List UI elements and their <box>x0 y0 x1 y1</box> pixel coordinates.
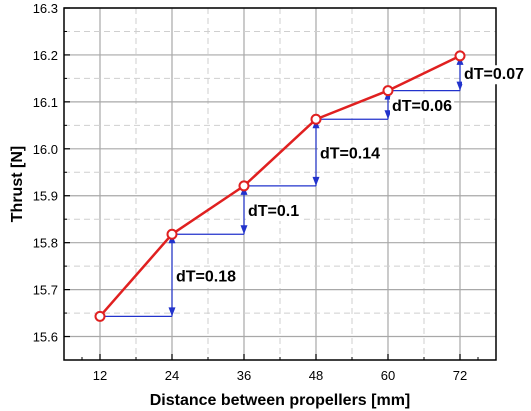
series <box>94 50 466 322</box>
arrowhead-down <box>240 225 248 235</box>
y-tick-label: 15.6 <box>33 330 58 345</box>
y-tick-label: 15.9 <box>33 189 58 204</box>
x-tick-label: 48 <box>309 368 323 383</box>
x-tick-label: 60 <box>381 368 395 383</box>
y-axis-title: Thrust [N] <box>9 146 26 222</box>
annotation-label: dT=0.14 <box>320 146 380 163</box>
data-point <box>310 113 322 125</box>
axis-ticks: 12 24 36 48 60 72 15.6 15.7 15.8 15.9 16.0 16.1 16.2… <box>33 1 479 383</box>
y-tick-label: 16.1 <box>33 95 58 110</box>
data-point <box>94 310 106 322</box>
data-point <box>454 50 466 62</box>
annotation-label-bg <box>174 267 239 287</box>
y-tick-label: 16.0 <box>33 142 58 157</box>
annotation-label: dT=0.07 <box>464 66 524 83</box>
data-point <box>166 228 178 240</box>
y-tick-label: 15.7 <box>33 283 58 298</box>
arrowhead-down <box>168 307 176 317</box>
annotation-label: dT=0.18 <box>176 268 236 285</box>
arrowhead-down <box>384 110 392 120</box>
annotations <box>100 55 464 317</box>
y-tick-label: 16.2 <box>33 48 58 63</box>
x-tick-label: 36 <box>237 368 251 383</box>
annotation-label-bg <box>318 144 383 164</box>
x-tick-label: 72 <box>453 368 467 383</box>
grid <box>64 7 496 361</box>
annotation-label-bg <box>462 65 527 85</box>
y-tick-label: 15.8 <box>33 236 58 251</box>
arrowhead-down <box>312 176 320 186</box>
annotation-label-bg <box>246 202 302 222</box>
x-axis-title: Distance between propellers [mm] <box>150 392 411 409</box>
annotation-labels: dT=0.18 dT=0.1 dT=0.14 dT=0.06 dT=0.07 <box>174 65 527 287</box>
annotation-label: dT=0.06 <box>392 98 452 115</box>
annotation-label: dT=0.1 <box>248 203 299 220</box>
x-tick-label: 24 <box>165 368 179 383</box>
data-point <box>238 180 250 192</box>
annotation-label-bg <box>390 96 455 116</box>
series-line <box>99 54 461 318</box>
y-tick-label: 16.3 <box>33 1 58 16</box>
x-tick-label: 12 <box>93 368 107 383</box>
data-point <box>382 85 394 97</box>
arrowhead-down <box>456 81 464 91</box>
